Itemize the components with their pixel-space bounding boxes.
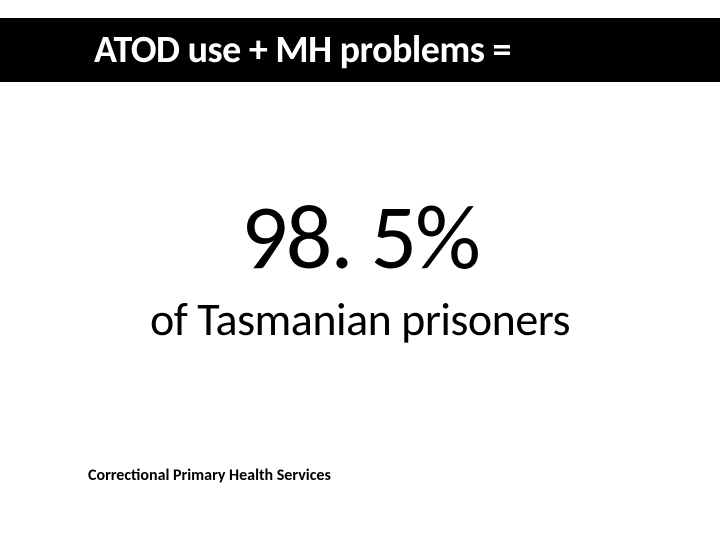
statistic-value: 98. 5% [0, 180, 720, 293]
statistic-subtext: of Tasmanian prisoners [0, 292, 720, 348]
footer-label: Correctional Primary Health Services [88, 466, 331, 485]
slide-title: ATOD use + MH problems = [94, 27, 511, 73]
title-bar: ATOD use + MH problems = [0, 18, 720, 82]
